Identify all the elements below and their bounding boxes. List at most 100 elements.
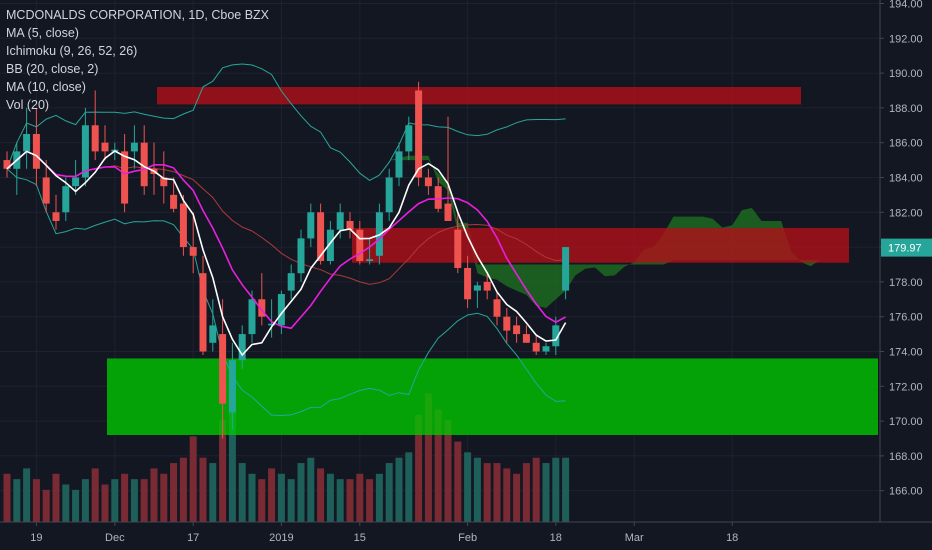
volume-bar — [287, 479, 295, 522]
candle-body — [542, 346, 550, 352]
candle-body — [62, 186, 70, 213]
candle-body — [52, 212, 60, 221]
volume-bar — [522, 463, 530, 522]
indicator-ma10[interactable]: MA (10, close) — [6, 80, 86, 94]
symbol-title[interactable]: MCDONALDS CORPORATION, 1D, Cboe BZX — [6, 8, 270, 22]
candle-body — [72, 177, 80, 187]
volume-bar — [62, 484, 70, 522]
chart-legend: MCDONALDS CORPORATION, 1D, Cboe BZX MA (… — [6, 6, 269, 114]
y-tick-label: 174.00 — [889, 346, 923, 358]
candle-body — [444, 203, 452, 221]
candle-body — [209, 325, 217, 343]
volume-bar — [444, 420, 452, 522]
ma10-line — [6, 150, 566, 330]
candle-body — [297, 238, 305, 274]
volume-bar — [297, 463, 305, 522]
volume-bar — [140, 479, 148, 522]
candle-body — [366, 259, 374, 261]
volume-bar — [32, 479, 40, 522]
y-tick-label: 190.00 — [889, 68, 923, 80]
candle-body — [258, 299, 266, 317]
x-tick-label: Dec — [105, 532, 125, 544]
candle-body — [268, 323, 276, 326]
volume-bar — [385, 463, 393, 522]
candle-body — [395, 151, 403, 178]
y-tick-label: 188.00 — [889, 103, 923, 115]
candle-body — [473, 285, 481, 291]
volume-bar — [228, 388, 236, 522]
volume-bar — [160, 473, 168, 522]
candle-body — [101, 142, 109, 152]
volume-bar — [473, 457, 481, 522]
volume-bar — [258, 479, 266, 522]
resistance-upper-box — [157, 87, 801, 105]
bb-upper — [6, 63, 566, 181]
volume-bar — [366, 479, 374, 522]
volume-bar — [179, 457, 187, 522]
indicator-bb[interactable]: BB (20, close, 2) — [6, 62, 99, 76]
volume-bar — [52, 473, 60, 522]
candle-body — [81, 125, 89, 178]
volume-bar — [23, 468, 31, 522]
indicator-ma5[interactable]: MA (5, close) — [6, 26, 79, 40]
volume-bar — [513, 473, 521, 522]
volume-bar — [415, 414, 423, 522]
candle-body — [346, 220, 354, 230]
candle-body — [170, 194, 178, 209]
candle-body — [336, 212, 344, 230]
volume-bar — [424, 393, 432, 522]
moving-averages — [6, 150, 567, 357]
volume-bar — [346, 479, 354, 522]
candle-body — [91, 125, 99, 152]
volume-bar — [150, 468, 158, 522]
volume-bar — [91, 468, 99, 522]
volume-bar — [219, 420, 227, 522]
candle-body — [189, 247, 197, 256]
x-tick-label: 19 — [30, 532, 42, 544]
volume-bar — [356, 473, 364, 522]
y-tick-label: 186.00 — [889, 138, 923, 150]
volume-bar — [268, 468, 276, 522]
volume-bar — [326, 473, 334, 522]
indicator-volume[interactable]: Vol (20) — [6, 98, 50, 112]
y-tick-label: 168.00 — [889, 451, 923, 463]
indicator-ichimoku[interactable]: Ichimoku (9, 26, 52, 26) — [6, 44, 138, 58]
candle-body — [277, 294, 285, 326]
candle-body — [121, 151, 129, 204]
volume-bar — [493, 463, 501, 522]
candle-body — [385, 177, 393, 213]
y-tick-label: 176.00 — [889, 312, 923, 324]
volume-bar — [81, 479, 89, 522]
volume-bar — [209, 463, 217, 522]
candle-body — [552, 325, 560, 347]
candle-body — [160, 177, 168, 187]
price-axis[interactable]: 166.00 168.00 170.00 172.00 174.00 176.00 178.… — [879, 0, 932, 550]
y-tick-label: 194.00 — [889, 0, 923, 10]
candle-body — [493, 299, 501, 317]
candle-body — [454, 229, 462, 268]
time-axis[interactable]: 19 Dec 17 2019 15 Feb 18 Mar 18 — [0, 521, 932, 550]
candle-body — [483, 281, 491, 291]
candle-body — [503, 316, 511, 331]
volume-bar — [434, 409, 442, 522]
candle-body — [307, 212, 315, 239]
volume-bar — [532, 457, 540, 522]
volume-bar — [121, 473, 129, 522]
last-price-label: 179.97 — [888, 243, 922, 255]
volume-bar — [189, 436, 197, 522]
candle-body — [532, 342, 540, 352]
volume-bar — [317, 468, 325, 522]
volume-bar — [483, 463, 491, 522]
candle-body — [140, 142, 148, 187]
volume-bar — [248, 473, 256, 522]
volume-bar — [336, 479, 344, 522]
volume-bar — [72, 489, 80, 522]
volume-bar — [238, 463, 246, 522]
candle-body — [287, 273, 295, 291]
axis-background — [0, 522, 932, 550]
resistance-middle-box — [352, 227, 849, 263]
candle-body — [415, 90, 423, 178]
last-price-badge — [881, 238, 932, 257]
x-tick-label: 18 — [726, 532, 738, 544]
